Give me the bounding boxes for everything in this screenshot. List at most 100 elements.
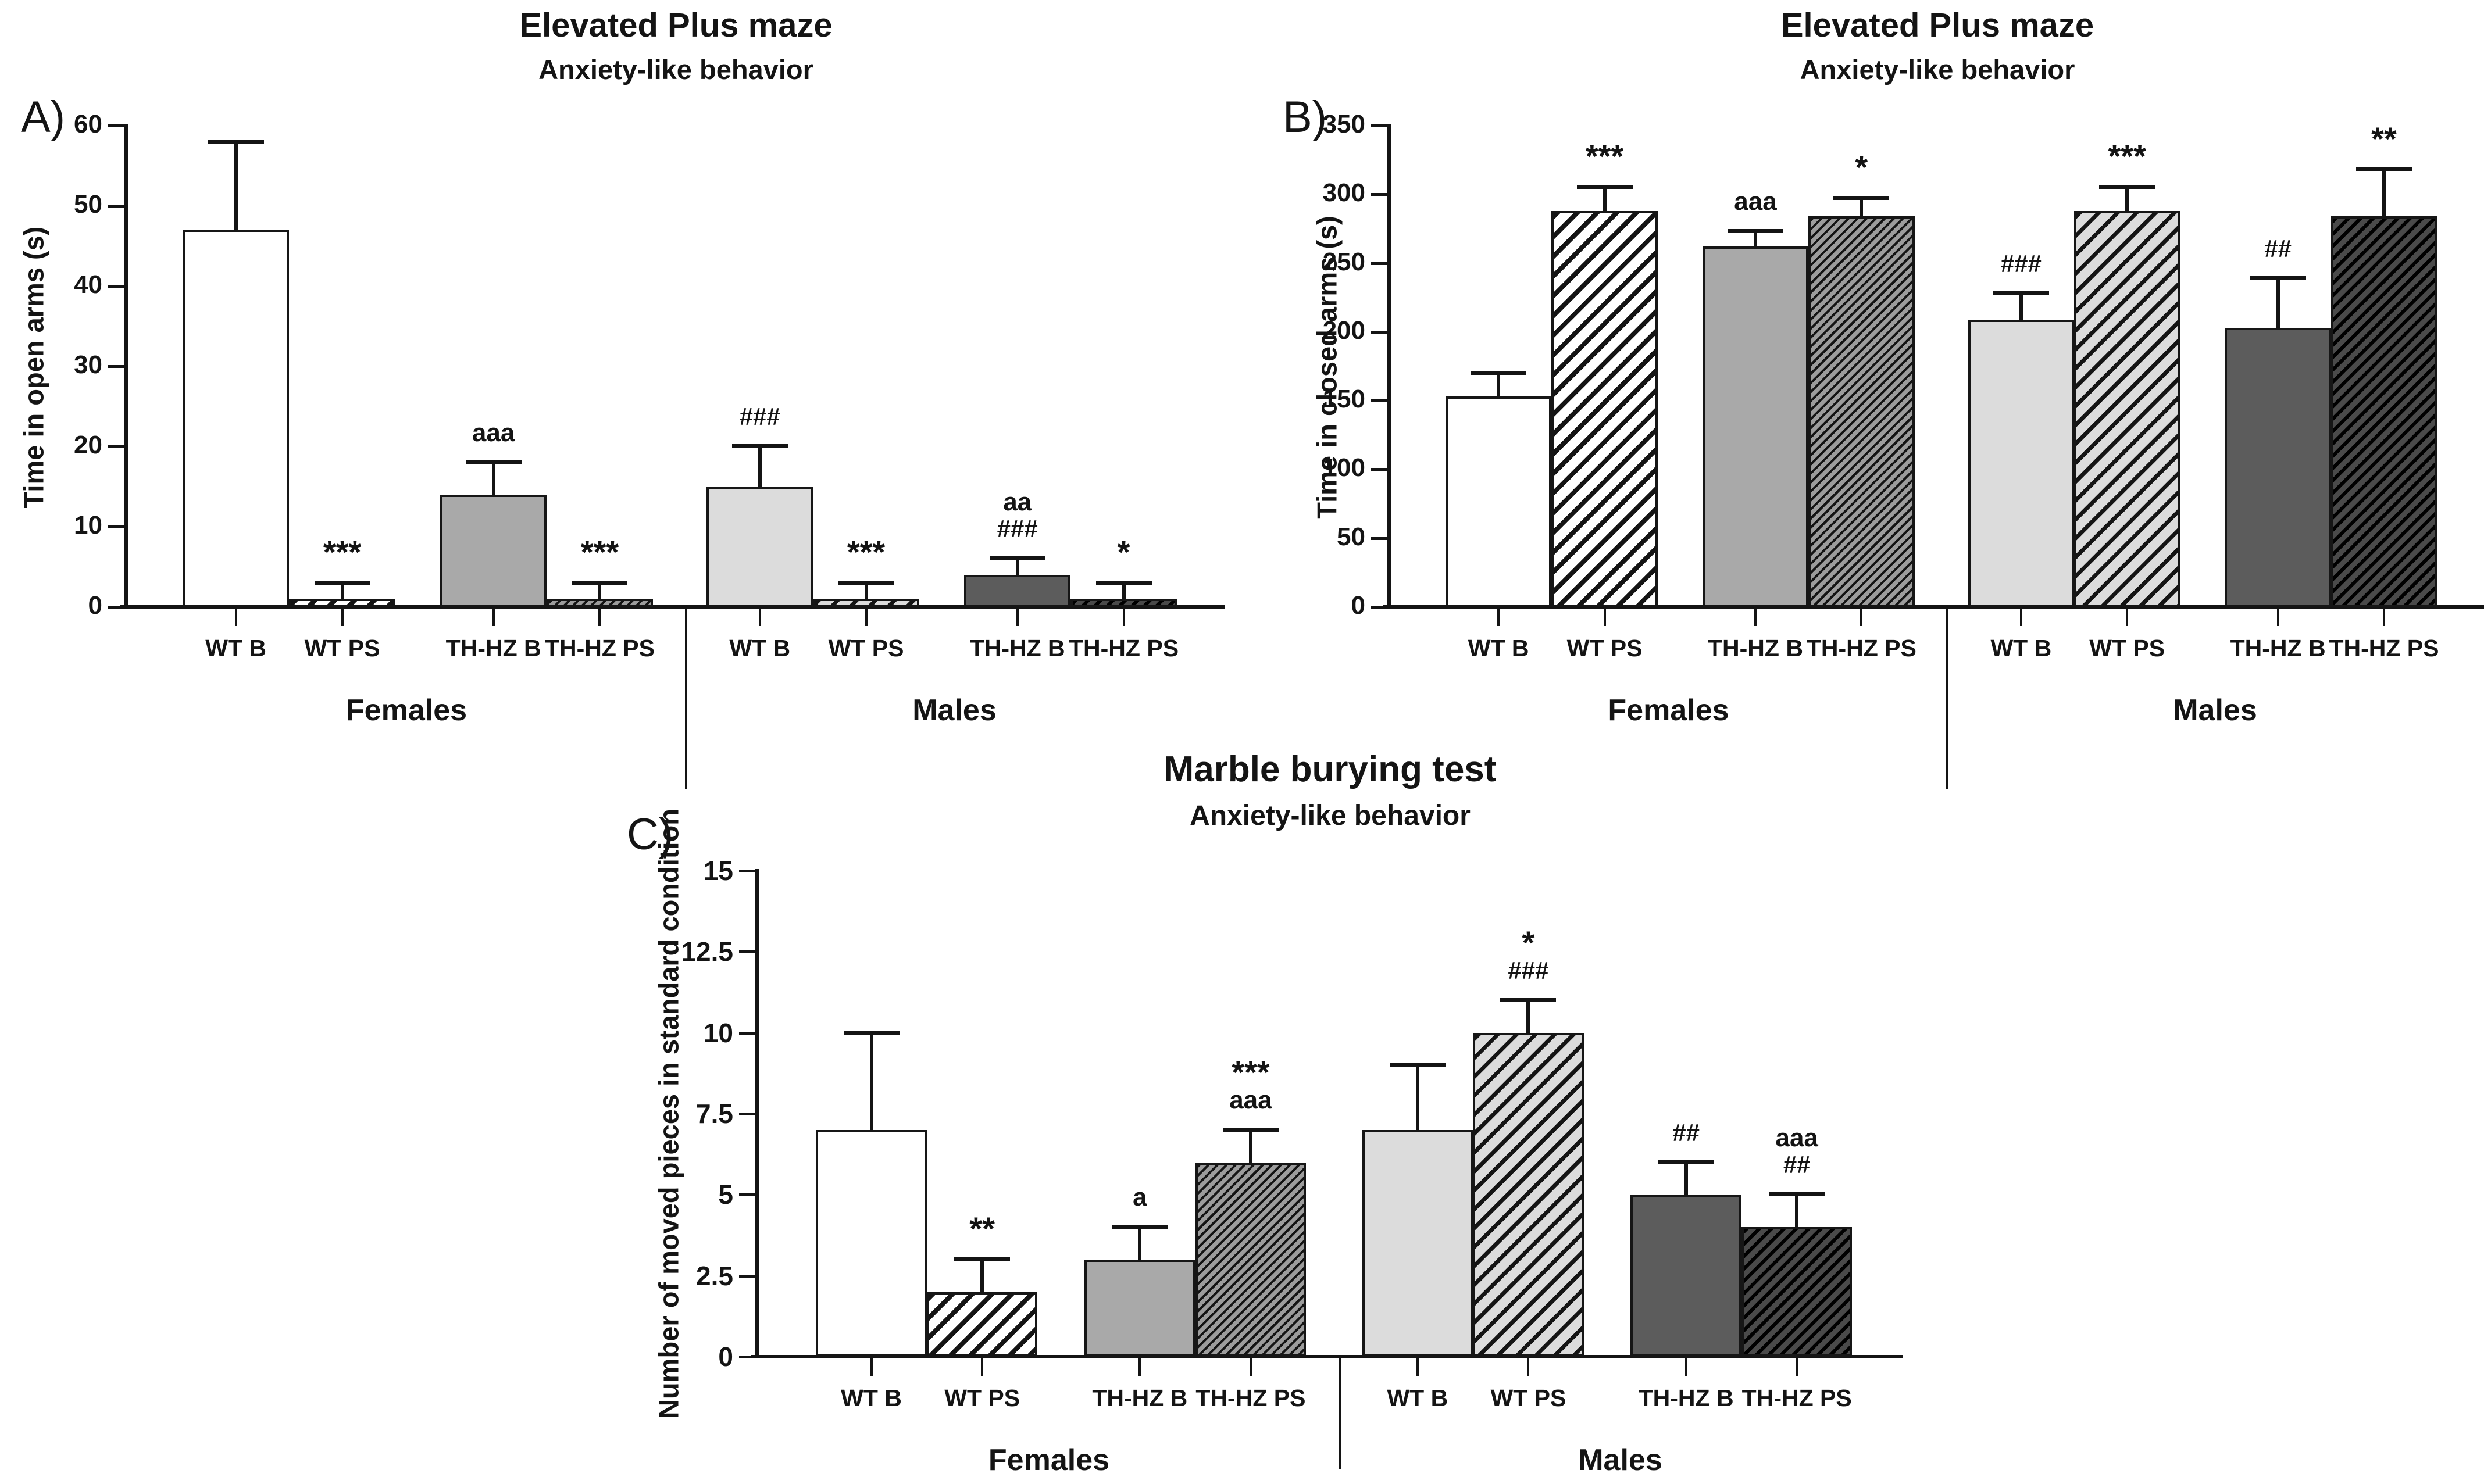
panel-b-annotations-males-th-hz-ps: ** [2297,122,2471,155]
panel-c-bar-females-wt-ps [926,1292,1038,1357]
panel-b-error-cap-females-th-hz-ps [1833,196,1890,201]
panel-c-ytick-label: 2.5 [696,1260,733,1291]
panel-c-bar-females-wt-b [816,1129,927,1357]
panel-a-xtick-females-wt-b [234,609,237,626]
panel-a-bar-females-th-hz-ps [547,599,653,607]
panel-a-subtitle: Anxiety-like behavior [538,54,813,85]
panel-c-xlabel-males-wt-ps: WT PS [1490,1385,1566,1411]
panel-a-group-divider [684,609,687,789]
panel-c-annotation: ### [1508,956,1549,984]
panel-a-xtick-females-th-hz-b [492,609,495,626]
panel-a-xlabel-males-th-hz-b: TH-HZ B [969,635,1065,661]
panel-b-annotations-females-th-hz-ps: * [1774,151,1948,184]
panel-b-bar-males-wt-b [1968,319,2074,607]
panel-c-error-cap-males-th-hz-b [1658,1160,1714,1164]
panel-a-annotation: ### [739,403,780,430]
panel-c-bar-males-th-hz-b [1630,1195,1741,1357]
panel-c-xtick-males-th-hz-b [1684,1358,1687,1376]
panel-a-error-cap-females-wt-b [208,139,264,144]
panel-a-ytick-label: 50 [74,190,102,219]
panel-c-group-males: Males [1578,1443,1662,1477]
panel-b-error-bar-females-wt-ps [1603,187,1607,211]
panel-a-xlabel-females-th-hz-ps: TH-HZ PS [544,635,655,661]
panel-c-annotations-females-wt-ps: ** [895,1210,1069,1247]
panel-b-error-bar-females-th-hz-b [1753,231,1757,247]
panel-c-ytick-label: 12.5 [681,936,733,967]
panel-c-title: Marble burying test [1164,749,1497,789]
panel-a-annotations-males-th-hz-ps: * [1037,533,1211,570]
panel-c-error-bar-males-th-hz-ps [1795,1195,1799,1228]
panel-c-xlabel-males-wt-b: WT B [1387,1385,1448,1411]
panel-b-bar-females-th-hz-b [1702,246,1809,607]
panel-a-bar-females-wt-ps [289,599,395,607]
panel-b-ytick [1371,468,1387,471]
panel-b-xtick-males-wt-b [2019,609,2022,626]
panel-b-xlabel-females-wt-ps: WT PS [1566,635,1643,661]
panel-a-annotation: aa [1003,488,1032,517]
panel-c-xtick-females-wt-b [870,1358,873,1376]
panel-b-xlabel-males-th-hz-ps: TH-HZ PS [2329,635,2439,661]
panel-a-error-bar-males-wt-b [758,446,762,487]
panel-a-bar-females-wt-b [183,230,290,607]
panel-a-xtick-males-th-hz-b [1016,609,1019,626]
panel-c-ytick [739,950,755,954]
panel-b-xlabel-females-th-hz-b: TH-HZ B [1707,635,1803,661]
panel-c-annotation: aaa [1775,1124,1818,1153]
panel-b-bar-females-th-hz-ps [1808,216,1915,607]
panel-a-ytick-label: 30 [74,351,102,379]
panel-c-annotations-females-th-hz-b: a [1052,1184,1227,1211]
panel-b-letter: B) [1283,92,1327,142]
panel-c-xtick-males-th-hz-ps [1796,1358,1798,1376]
panel-c-xtick-males-wt-b [1416,1358,1419,1376]
panel-a-annotation: *** [323,533,362,570]
panel-a-ytick [108,445,124,448]
panel-b-error-bar-females-wt-b [1497,373,1501,397]
panel-b-ytick-label: 300 [1322,178,1365,208]
panel-c-annotation: ## [1783,1151,1811,1179]
panel-a-error-cap-females-wt-ps [314,580,370,585]
panel-a-annotations-males-th-hz-b: aa ### [930,489,1105,542]
panel-b-error-cap-males-th-hz-b [2250,276,2306,280]
panel-a-error-bar-males-wt-ps [864,582,868,599]
panel-b-xtick-males-th-hz-b [2276,609,2279,626]
panel-b-xtick-females-wt-ps [1603,609,1606,626]
panel-b-error-bar-males-wt-ps [2125,187,2129,211]
panel-c-ytick [739,870,755,872]
panel-a-ytick-label: 60 [74,110,102,138]
panel-c-annotation: ** [969,1210,995,1247]
panel-c-annotation: * [1522,924,1535,961]
panel-a-bar-males-th-hz-b [964,574,1071,607]
panel-c-ytick-label: 5 [718,1179,733,1210]
panel-a-ytick [108,525,124,528]
panel-a-xtick-females-wt-ps [341,609,344,626]
panel-b-error-cap-females-wt-ps [1576,185,1633,189]
panel-b-ytick [1371,262,1387,265]
panel-a-annotation: * [1117,533,1130,570]
panel-b-xtick-females-wt-b [1497,609,1500,626]
panel-b-bar-males-th-hz-ps [2330,216,2437,607]
panel-b-group-males: Males [2173,693,2257,727]
panel-c-annotations-males-th-hz-ps: aaa ## [1709,1125,1884,1178]
panel-a-error-bar-females-th-hz-ps [598,582,602,599]
panel-b-ytick [1371,606,1387,609]
panel-a-annotations-males-wt-ps: *** [779,535,954,568]
panel-a-annotations-females-wt-ps: *** [255,533,430,570]
panel-a-group-males: Males [912,693,997,727]
panel-b-annotations-females-wt-ps: *** [1518,140,1692,173]
panel-a-error-bar-females-wt-ps [340,582,344,599]
panel-b-ytick-label: 150 [1322,385,1365,414]
panel-a-x-axis [120,605,1225,609]
panel-b-xlabel-males-th-hz-b: TH-HZ B [2230,635,2326,661]
panel-a-xlabel-females-th-hz-b: TH-HZ B [445,635,541,661]
panel-c-error-bar-females-wt-ps [980,1259,984,1292]
panel-b-ytick-label: 100 [1322,453,1365,482]
panel-c-error-cap-males-th-hz-ps [1769,1192,1825,1197]
panel-b-error-bar-males-th-hz-ps [2382,169,2386,217]
panel-b-error-cap-males-wt-b [1993,291,2049,295]
panel-a-annotations-males-wt-b: ### [673,403,847,430]
panel-a-title: Elevated Plus maze [519,6,833,44]
panel-b-error-cap-females-th-hz-b [1727,229,1783,234]
panel-b-annotation: ## [2264,234,2292,262]
panel-c-xlabel-males-th-hz-b: TH-HZ B [1638,1385,1734,1411]
panel-b-error-bar-males-wt-b [2019,293,2023,320]
